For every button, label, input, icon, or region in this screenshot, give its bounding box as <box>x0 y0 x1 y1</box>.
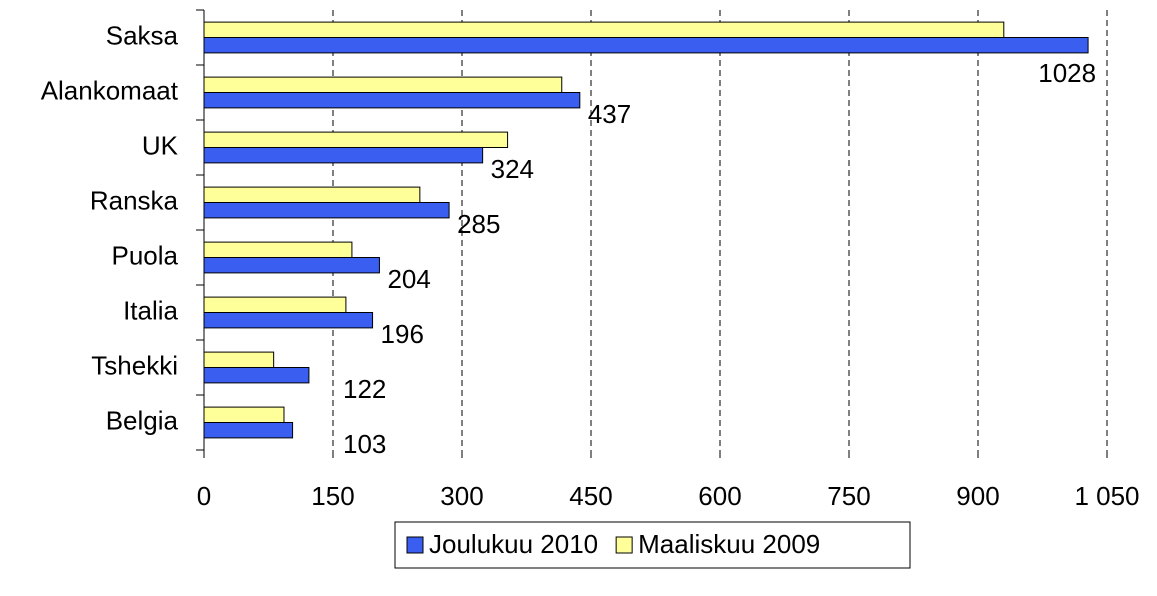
bar <box>203 422 294 439</box>
y-tick-label: Ranska <box>90 185 179 215</box>
y-tick-label: Saksa <box>106 20 179 50</box>
x-tick-label: 900 <box>956 481 999 511</box>
y-tick-label: UK <box>142 130 179 160</box>
bar <box>203 312 374 329</box>
legend-label: Maaliskuu 2009 <box>638 529 820 559</box>
data-label: 1028 <box>1038 58 1096 88</box>
legend-label: Joulukuu 2010 <box>429 529 598 559</box>
bar <box>203 257 380 274</box>
y-tick-label: Belgia <box>106 405 179 435</box>
y-tick-label: Alankomaat <box>41 75 179 105</box>
y-tick-label: Puola <box>112 240 179 270</box>
x-tick-label: 0 <box>197 481 211 511</box>
bar <box>203 37 1089 54</box>
x-tick-label: 600 <box>698 481 741 511</box>
legend-box <box>394 521 911 569</box>
bar <box>203 351 275 369</box>
legend-swatch <box>615 536 633 554</box>
bar <box>203 202 450 219</box>
x-tick-label: 300 <box>440 481 483 511</box>
data-label: 437 <box>588 99 631 129</box>
bar <box>203 296 347 314</box>
bar <box>203 76 563 93</box>
x-tick-label: 1 050 <box>1074 481 1139 511</box>
bar <box>203 241 353 259</box>
x-tick-label: 750 <box>827 481 870 511</box>
data-label: 324 <box>491 154 534 184</box>
bar <box>203 186 421 204</box>
data-label: 103 <box>343 429 386 459</box>
bar <box>203 367 310 384</box>
bar <box>203 406 285 424</box>
y-tick-label: Tshekki <box>91 350 178 380</box>
data-label: 196 <box>381 319 424 349</box>
bar <box>203 21 1005 38</box>
bar <box>203 147 484 164</box>
x-tick-label: 150 <box>311 481 354 511</box>
legend-swatch <box>406 536 424 554</box>
bar <box>203 131 509 149</box>
bar <box>203 92 581 109</box>
data-label: 122 <box>343 374 386 404</box>
x-tick-label: 450 <box>569 481 612 511</box>
data-label: 204 <box>387 264 430 294</box>
data-label: 285 <box>457 209 500 239</box>
y-tick-label: Italia <box>123 295 178 325</box>
